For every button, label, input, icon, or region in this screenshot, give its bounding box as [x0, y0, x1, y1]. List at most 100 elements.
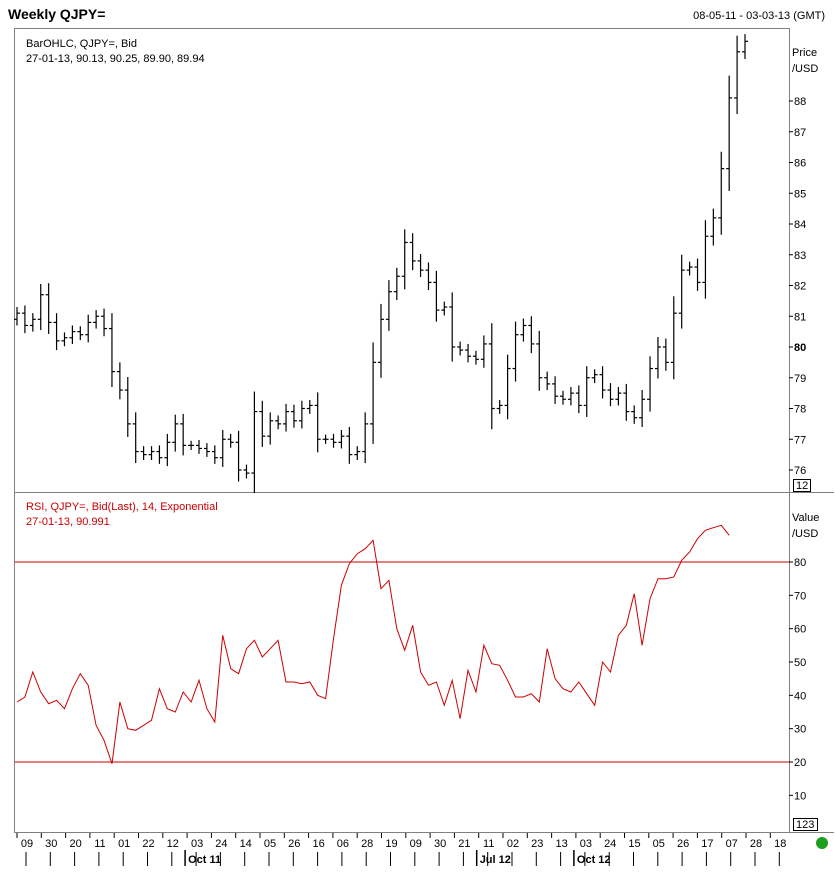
ohlc-bar [53, 313, 60, 351]
ohlc-bar [465, 343, 472, 363]
ohlc-bar [14, 307, 20, 326]
ohlc-bar [322, 434, 329, 444]
ohlc-bar [124, 376, 131, 437]
ohlc-bar [575, 385, 582, 414]
x-tick-label: 05 [653, 838, 665, 850]
ohlc-bar [140, 446, 147, 461]
price-bars [14, 34, 748, 494]
ohlc-bar [235, 430, 242, 482]
ohlc-bar [330, 433, 337, 448]
price-tick-label: 88 [794, 96, 806, 108]
x-tick-label: 17 [701, 838, 713, 850]
ohlc-bar [45, 283, 52, 334]
rsi-line [16, 524, 730, 764]
ohlc-bar [480, 335, 487, 368]
price-tick-label: 80 [794, 342, 806, 354]
rsi-tick-label: 70 [794, 590, 806, 602]
ohlc-bar [370, 342, 377, 444]
price-tick-label: 79 [794, 373, 806, 385]
x-tick-label: 02 [507, 838, 519, 850]
ohlc-bar [409, 233, 416, 271]
ohlc-bar [623, 383, 630, 421]
price-tick-label: 77 [794, 434, 806, 446]
ohlc-bar [77, 326, 84, 341]
x-tick-label: 07 [726, 838, 738, 850]
ohlc-bar [267, 412, 274, 445]
rsi-tick-label: 40 [794, 690, 806, 702]
ohlc-bar [488, 323, 495, 430]
ohlc-bar [726, 75, 733, 191]
ohlc-bar [734, 35, 741, 115]
rsi-axis: 10 20 30 40 50 60 70 80 [789, 557, 806, 802]
ohlc-bar [678, 254, 685, 329]
rsi-tick-label: 60 [794, 624, 806, 636]
ohlc-bar [567, 386, 574, 406]
x-tick-label: 30 [45, 838, 57, 850]
ohlc-bar [116, 362, 123, 400]
ohlc-bar [188, 440, 195, 451]
ohlc-bar [243, 464, 250, 479]
ohlc-bar [647, 356, 654, 412]
price-corner-label: 12 [796, 480, 808, 492]
x-tick-label: 12 [167, 838, 179, 850]
ohlc-bar [227, 433, 234, 448]
ohlc-bar [132, 412, 139, 464]
ohlc-bar [298, 400, 305, 429]
x-tick-label: 24 [215, 838, 227, 850]
ohlc-bar [528, 316, 535, 354]
rsi-corner-label: 123 [796, 819, 814, 831]
ohlc-bar [101, 308, 108, 337]
ohlc-bar [686, 261, 693, 276]
ohlc-bar [599, 366, 606, 399]
ohlc-bar [504, 354, 511, 420]
ohlc-bar [283, 403, 290, 432]
ohlc-bar [670, 296, 677, 380]
price-tick-label: 82 [794, 281, 806, 293]
price-tick-label: 87 [794, 127, 806, 139]
ohlc-bar [472, 350, 479, 365]
ohlc-bar [425, 262, 432, 291]
ohlc-bar [662, 338, 669, 371]
price-axis: 76 77 78 79 80 81 82 83 84 85 86 87 88 [789, 96, 806, 477]
period-label: Oct 12 [577, 854, 611, 866]
ohlc-bar [449, 292, 456, 362]
ohlc-bar [108, 313, 115, 387]
x-tick-label: 28 [361, 838, 373, 850]
ohlc-bar [21, 305, 28, 334]
ohlc-bar [417, 253, 424, 278]
ohlc-bar [346, 426, 353, 464]
ohlc-bar [259, 400, 266, 447]
price-corner-box [793, 479, 811, 492]
ohlc-bar [148, 446, 155, 461]
ohlc-bar [211, 445, 218, 464]
ohlc-bar [251, 391, 258, 494]
price-axis-label: Price [792, 47, 817, 59]
x-tick-label: 09 [21, 838, 33, 850]
ohlc-bar [180, 413, 187, 456]
ohlc-bar [290, 404, 297, 428]
x-tick-label: 28 [750, 838, 762, 850]
ohlc-bar [378, 303, 384, 378]
ohlc-bar [354, 446, 361, 461]
ohlc-bar [203, 443, 210, 457]
rsi-tick-label: 50 [794, 657, 806, 669]
ohlc-bar [702, 220, 709, 299]
x-tick-label: 16 [312, 838, 324, 850]
period-label: Oct 11 [188, 854, 221, 866]
x-tick-label: 22 [142, 838, 154, 850]
ohlc-bar [401, 229, 408, 290]
ohlc-bar [338, 430, 345, 449]
x-tick-label: 03 [580, 838, 592, 850]
price-legend-line2: 27-01-13, 90.13, 90.25, 89.90, 89.94 [26, 53, 205, 65]
price-tick-label: 86 [794, 158, 806, 170]
ohlc-bar [164, 433, 171, 467]
price-tick-label: 76 [794, 465, 806, 477]
rsi-tick-label: 80 [794, 557, 806, 569]
ohlc-bar [560, 390, 566, 405]
rsi-corner-box [793, 818, 818, 831]
x-tick-label: 23 [531, 838, 543, 850]
ohlc-bar [607, 383, 614, 407]
x-axis: 09 30 20 11 01 22 12 03 24 14 05 26 16 06 28 19 09 30 21 11… [16, 833, 786, 866]
rsi-axis-unit: /USD [792, 528, 818, 540]
